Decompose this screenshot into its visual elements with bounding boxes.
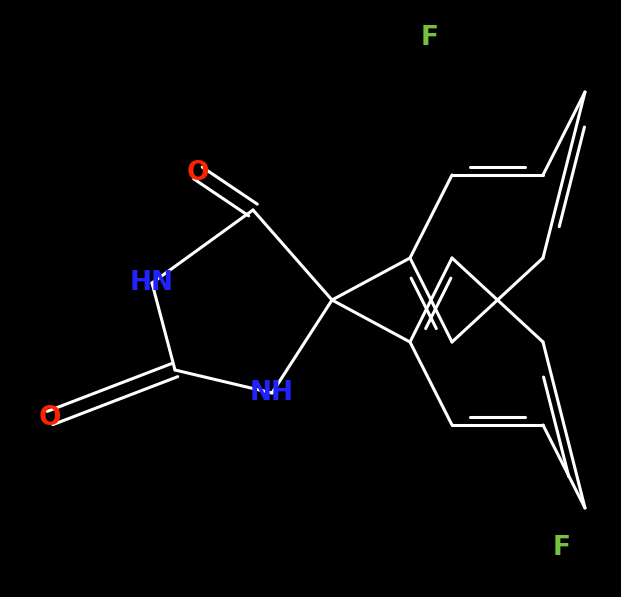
Text: F: F (421, 25, 439, 51)
Text: O: O (39, 405, 61, 431)
Text: F: F (553, 535, 571, 561)
Text: NH: NH (250, 380, 294, 406)
Text: O: O (187, 160, 209, 186)
Text: HN: HN (130, 270, 174, 296)
